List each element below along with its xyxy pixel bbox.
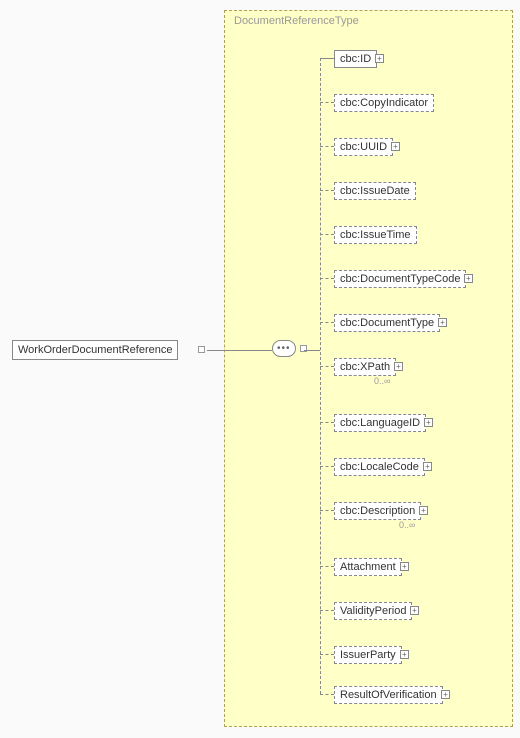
expand-icon[interactable]: + (419, 506, 428, 515)
child-element[interactable]: cbc:XPath (334, 358, 396, 376)
expand-icon[interactable]: + (464, 274, 473, 283)
branch-line (320, 466, 334, 467)
expand-icon (198, 346, 205, 353)
child-element[interactable]: cbc:DocumentTypeCode (334, 270, 466, 288)
branch-line (320, 322, 334, 323)
expand-icon[interactable]: + (424, 418, 433, 427)
branch-line (320, 366, 334, 367)
branch-line (320, 58, 334, 59)
branch-line (320, 566, 334, 567)
child-element[interactable]: Attachment (334, 558, 402, 576)
child-element[interactable]: cbc:CopyIndicator (334, 94, 434, 112)
branch-line (320, 146, 334, 147)
expand-icon[interactable]: + (375, 54, 384, 63)
spine-line (320, 58, 321, 694)
cardinality-label: 0..∞ (374, 376, 390, 386)
connector-line (207, 350, 272, 351)
child-element[interactable]: cbc:Description (334, 502, 421, 520)
branch-line (320, 102, 334, 103)
type-label: DocumentReferenceType (228, 12, 365, 30)
child-element[interactable]: cbc:UUID (334, 138, 393, 156)
child-element[interactable]: ResultOfVerification (334, 686, 443, 704)
expand-icon[interactable]: + (410, 606, 419, 615)
child-element[interactable]: cbc:LanguageID (334, 414, 426, 432)
expand-icon[interactable]: + (441, 690, 450, 699)
expand-icon[interactable]: + (394, 362, 403, 371)
expand-icon[interactable]: + (438, 318, 447, 327)
expand-icon[interactable]: + (400, 650, 409, 659)
child-element[interactable]: cbc:LocaleCode (334, 458, 425, 476)
branch-line (320, 278, 334, 279)
child-element[interactable]: cbc:ID (334, 50, 377, 68)
child-element[interactable]: cbc:IssueDate (334, 182, 416, 200)
branch-line (320, 234, 334, 235)
branch-line (320, 422, 334, 423)
branch-line (320, 610, 334, 611)
branch-line (320, 694, 334, 695)
root-element[interactable]: WorkOrderDocumentReference (12, 340, 178, 360)
branch-line (320, 654, 334, 655)
child-element[interactable]: cbc:DocumentType (334, 314, 440, 332)
expand-icon[interactable]: + (423, 462, 432, 471)
child-element[interactable]: IssuerParty (334, 646, 402, 664)
expand-icon[interactable]: + (391, 142, 400, 151)
connector-line (304, 350, 320, 351)
child-element[interactable]: cbc:IssueTime (334, 226, 417, 244)
branch-line (320, 190, 334, 191)
branch-line (320, 510, 334, 511)
expand-icon[interactable]: + (400, 562, 409, 571)
child-element[interactable]: ValidityPeriod (334, 602, 412, 620)
cardinality-label: 0..∞ (399, 520, 415, 530)
sequence-connector[interactable]: ••• (272, 340, 296, 357)
